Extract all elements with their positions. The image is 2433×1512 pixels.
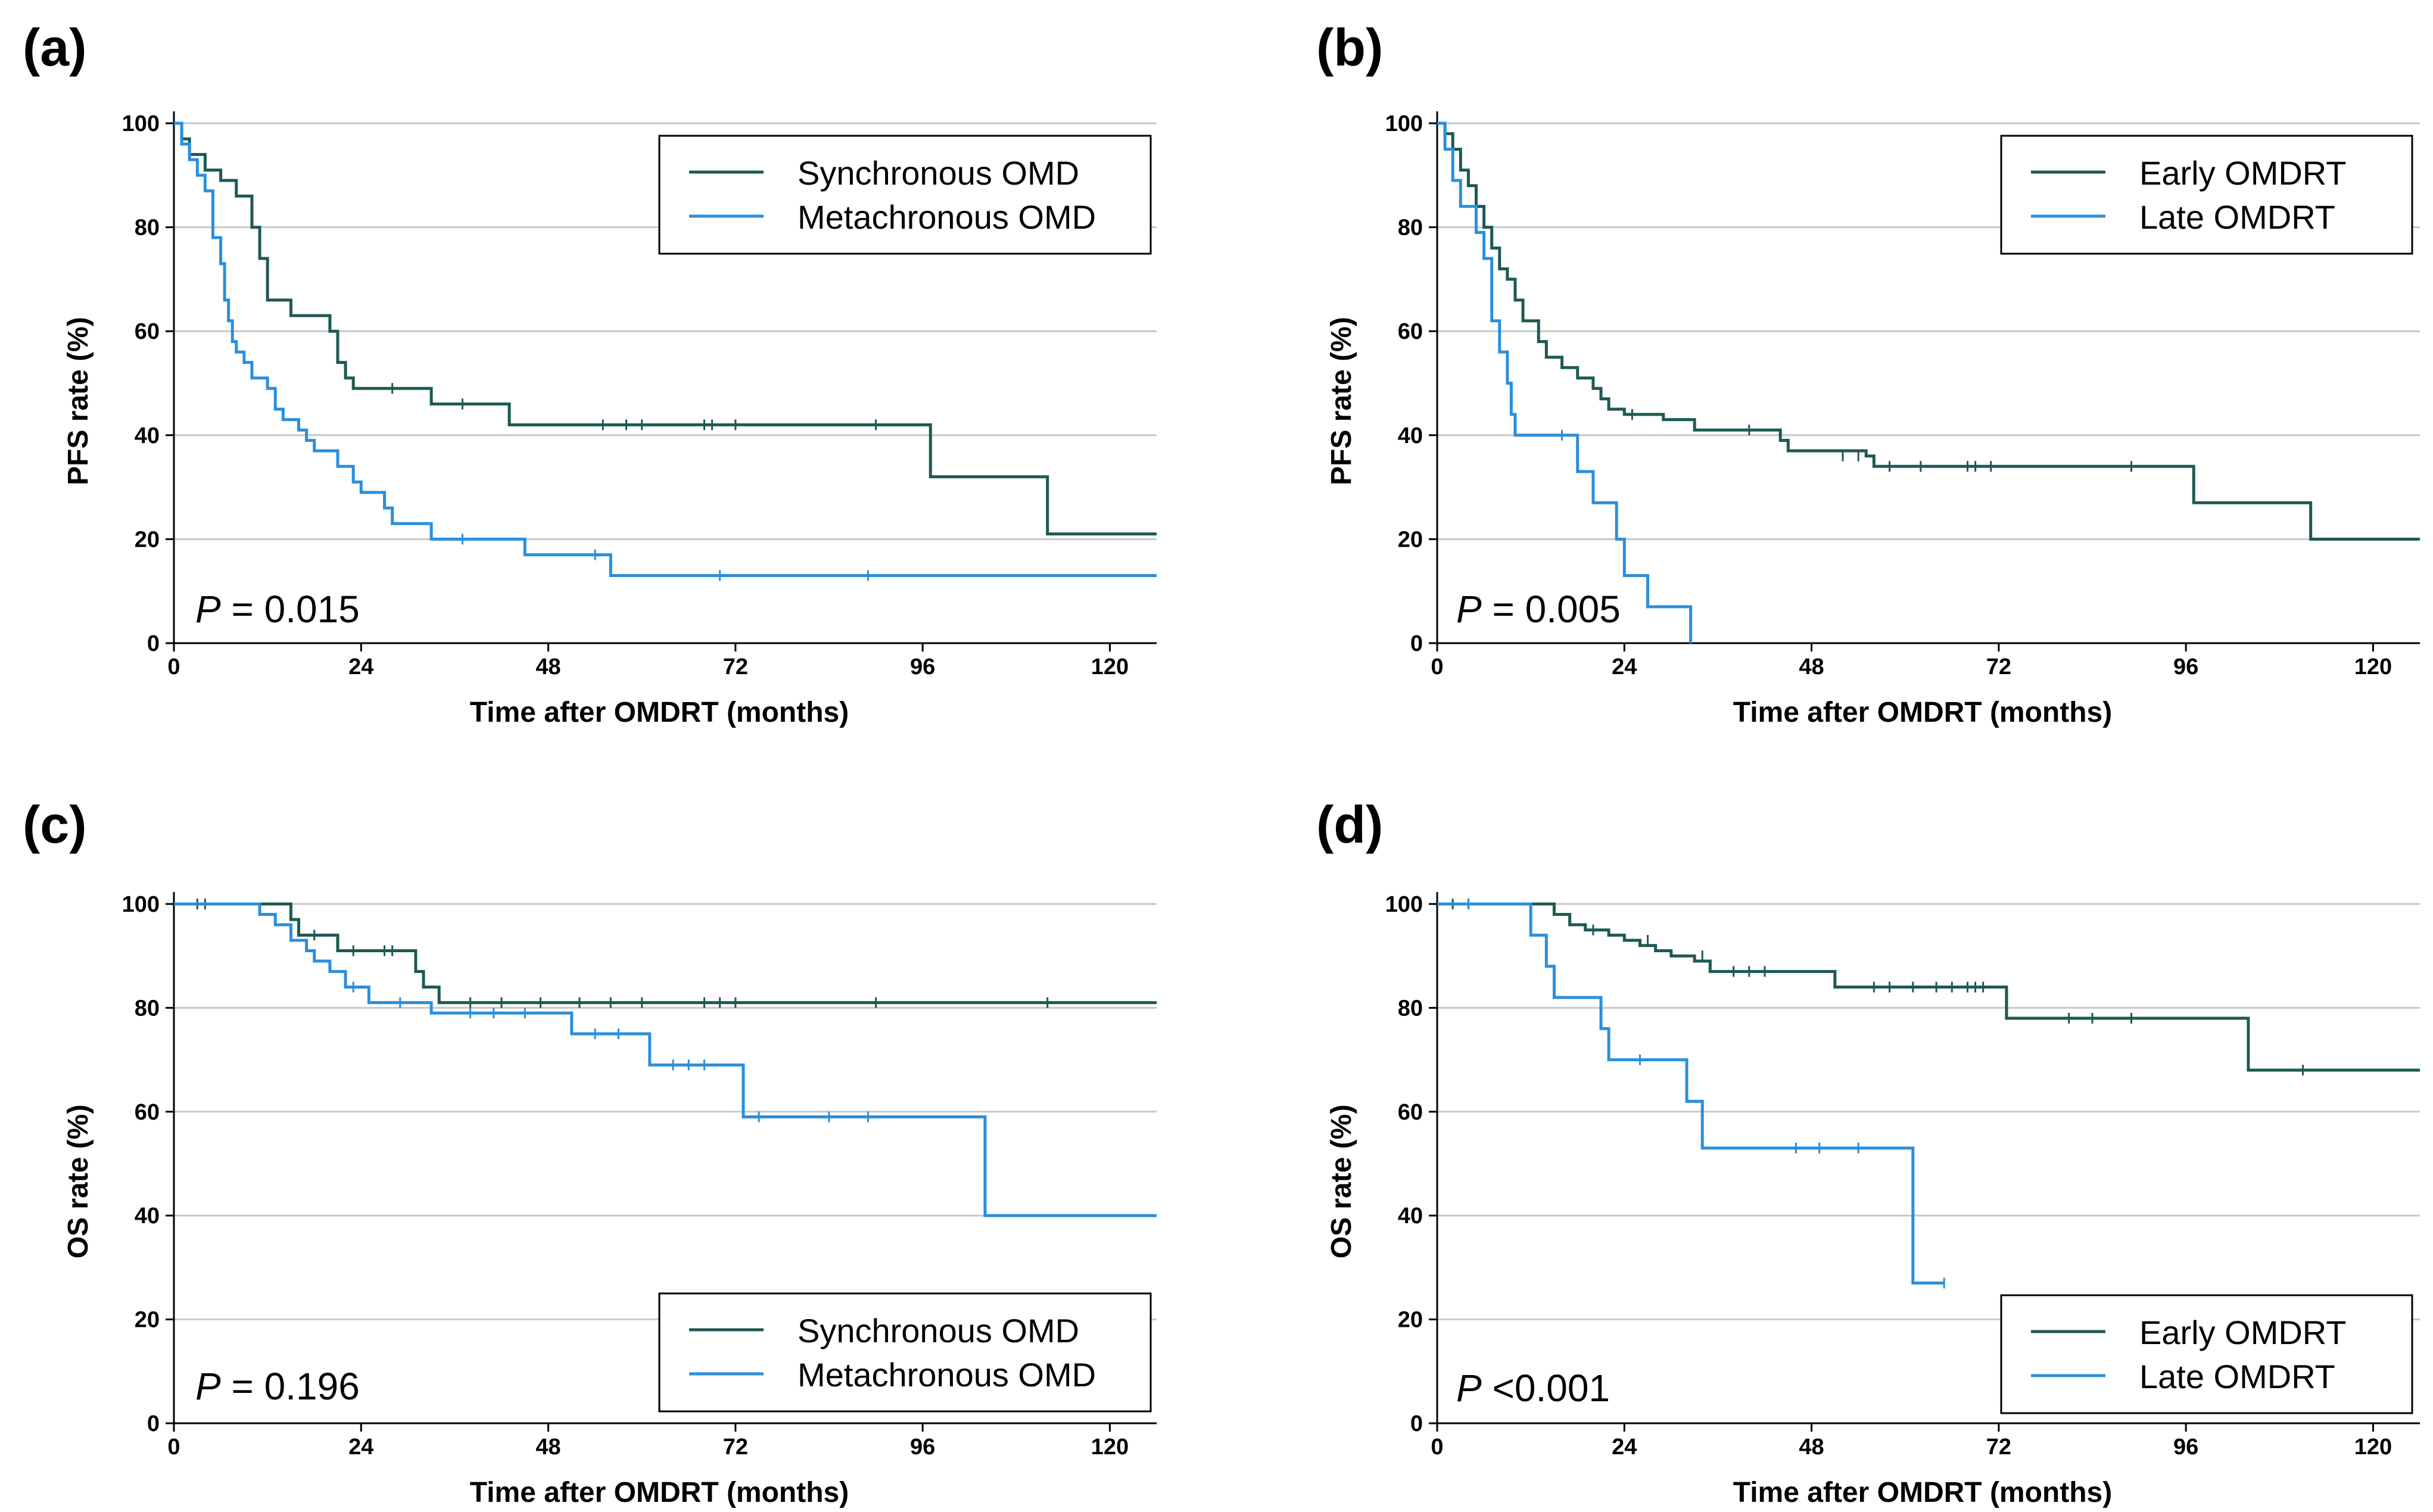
x-tick-label: 120: [1091, 1435, 1129, 1460]
panel-a: (a) 0 20 40 60 80 100 0 24 48 72 96 120 Time after OM…: [23, 18, 1157, 728]
x-tick-label: 120: [2354, 1435, 2392, 1460]
x-tick-label: 72: [723, 654, 748, 679]
panel-label: (d): [1316, 795, 1383, 854]
y-tick-label: 40: [135, 1204, 160, 1229]
legend-entry: Early OMDRT: [2139, 1314, 2346, 1351]
legend-entry: Metachronous OMD: [797, 1356, 1096, 1393]
x-tick-label: 0: [1431, 654, 1443, 679]
y-tick-label: 0: [147, 631, 160, 656]
series-line-1: [174, 902, 1157, 1005]
x-tick-label: 96: [910, 654, 935, 679]
legend-entry: Late OMDRT: [2139, 198, 2335, 236]
x-tick-label: 24: [348, 1435, 373, 1460]
y-tick-label: 100: [1385, 111, 1423, 136]
legend-entry: Early OMDRT: [2139, 154, 2346, 192]
x-axis-title: Time after OMDRT (months): [470, 1477, 849, 1508]
y-tick-label: 40: [1398, 1204, 1423, 1229]
p-value: = 0.196: [221, 1365, 360, 1408]
x-axis-title: Time after OMDRT (months): [1733, 1477, 2112, 1508]
legend-box: [2000, 1294, 2413, 1414]
x-tick-label: 48: [535, 654, 560, 679]
x-tick-label: 0: [1431, 1435, 1443, 1460]
y-tick-label: 80: [135, 216, 160, 241]
x-tick-label: 96: [2173, 1435, 2198, 1460]
panel-label: (b): [1316, 18, 1383, 77]
p-value: = 0.005: [1482, 588, 1621, 631]
y-tick-label: 60: [1398, 319, 1423, 344]
panel-label: (a): [23, 18, 87, 77]
y-tick-label: 40: [135, 423, 160, 448]
y-tick-label: 60: [135, 319, 160, 344]
x-tick-label: 24: [348, 654, 373, 679]
panel-label: (c): [23, 795, 87, 854]
y-tick-label: 100: [1385, 892, 1423, 917]
legend-box: [658, 135, 1152, 255]
x-tick-label: 0: [167, 1435, 180, 1460]
p-label: P: [195, 1365, 221, 1408]
x-tick-label: 0: [167, 654, 180, 679]
x-tick-label: 72: [723, 1435, 748, 1460]
x-tick-label: 120: [1091, 654, 1129, 679]
x-tick-label: 48: [1799, 1435, 1824, 1460]
y-tick-label: 0: [1410, 631, 1423, 656]
p-value-annotation: P = 0.015: [195, 588, 360, 631]
series-line-1: [1437, 121, 2420, 541]
x-tick-label: 96: [910, 1435, 935, 1460]
panel-d: (d) 0 20 40 60 80 100 0 24 48 72 96 120 Time after OM…: [1316, 795, 2420, 1508]
p-label: P: [195, 588, 221, 631]
y-tick-label: 60: [1398, 1100, 1423, 1125]
x-axis-title: Time after OMDRT (months): [1733, 697, 2112, 728]
x-tick-label: 24: [1612, 654, 1637, 679]
y-tick-label: 20: [135, 527, 160, 552]
series-line-2: [174, 121, 1157, 578]
series-line-2: [1437, 902, 1945, 1285]
y-tick-label: 100: [122, 892, 160, 917]
y-axis-title: PFS rate (%): [1326, 317, 1357, 485]
legend-box: [2000, 135, 2413, 255]
legend-entry: Synchronous OMD: [797, 154, 1079, 192]
x-tick-label: 96: [2173, 654, 2198, 679]
x-tick-label: 72: [1986, 654, 2011, 679]
y-axis-title: OS rate (%): [1326, 1105, 1357, 1259]
panel-c: (c) 0 20 40 60 80 100 0 24 48 72 96 120 Time after OM…: [23, 795, 1157, 1508]
legend-box: [658, 1292, 1152, 1413]
x-tick-label: 48: [1799, 654, 1824, 679]
legend-entry: Late OMDRT: [2139, 1358, 2335, 1395]
y-axis-title: OS rate (%): [63, 1105, 94, 1259]
x-tick-label: 24: [1612, 1435, 1637, 1460]
p-value-annotation: P = 0.196: [195, 1365, 360, 1408]
y-tick-label: 0: [1410, 1411, 1423, 1436]
y-tick-label: 0: [147, 1411, 160, 1436]
x-tick-label: 72: [1986, 1435, 2011, 1460]
y-tick-label: 100: [122, 111, 160, 136]
p-value: = 0.015: [221, 588, 360, 631]
p-label: P: [1456, 588, 1482, 631]
p-value-annotation: P <0.001: [1456, 1367, 1610, 1410]
p-value: <0.001: [1482, 1367, 1610, 1410]
y-axis-title: PFS rate (%): [63, 317, 94, 485]
x-tick-label: 48: [535, 1435, 560, 1460]
y-tick-label: 20: [1398, 1308, 1423, 1333]
y-tick-label: 20: [1398, 527, 1423, 552]
y-tick-label: 80: [1398, 996, 1423, 1021]
x-tick-label: 120: [2354, 654, 2392, 679]
series-line-2: [1437, 121, 1693, 643]
p-value-annotation: P = 0.005: [1456, 588, 1621, 631]
x-axis-title: Time after OMDRT (months): [470, 697, 849, 728]
series-line-1: [1437, 902, 2420, 1072]
legend-entry: Metachronous OMD: [797, 198, 1096, 236]
y-tick-label: 80: [1398, 216, 1423, 241]
p-label: P: [1456, 1367, 1482, 1410]
legend-entry: Synchronous OMD: [797, 1312, 1079, 1349]
y-tick-label: 80: [135, 996, 160, 1021]
y-tick-label: 20: [135, 1308, 160, 1333]
series-line-1: [174, 121, 1157, 536]
series-line-2: [174, 902, 1157, 1217]
panel-b: (b) 0 20 40 60 80 100 0 24 48 72 96 120 Time after OM…: [1316, 18, 2420, 728]
y-tick-label: 40: [1398, 423, 1423, 448]
y-tick-label: 60: [135, 1100, 160, 1125]
